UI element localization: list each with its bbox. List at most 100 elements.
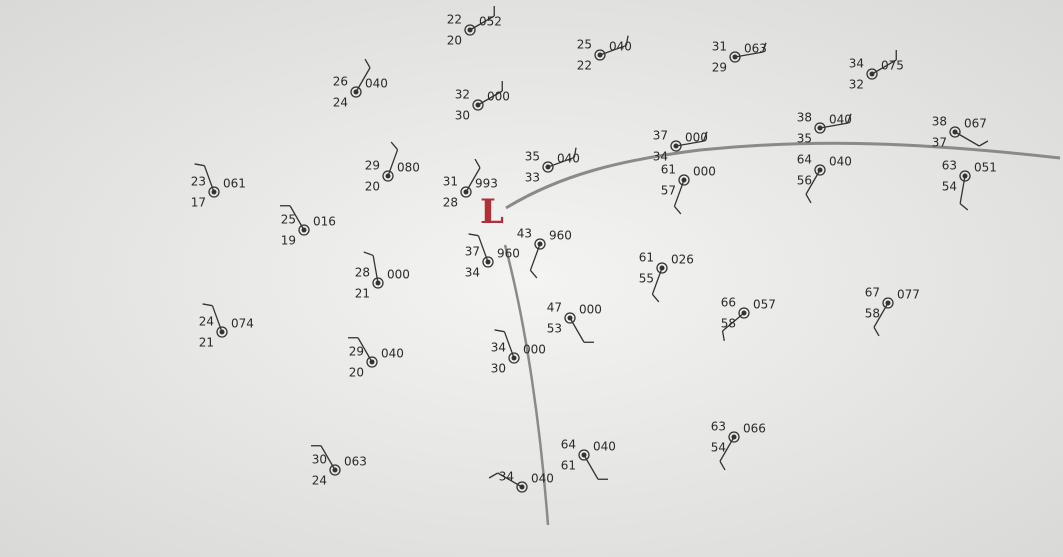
station-dot: [386, 174, 391, 179]
dew-point: 58: [721, 317, 736, 331]
temperature: 37: [653, 129, 668, 143]
pressure: 960: [497, 247, 520, 261]
temperature: 61: [639, 251, 654, 265]
station-dot: [660, 266, 665, 271]
dew-point: 56: [797, 174, 812, 188]
temperature: 23: [191, 175, 206, 189]
temperature: 61: [661, 163, 676, 177]
temperature: 63: [711, 420, 726, 434]
station-dot: [582, 453, 587, 458]
dew-point: 24: [333, 96, 348, 110]
dew-point: 58: [865, 307, 880, 321]
dew-point: 30: [455, 109, 470, 123]
pressure: 040: [531, 472, 554, 486]
pressure: 074: [231, 317, 254, 331]
temperature: 67: [865, 286, 880, 300]
low-center: L: [480, 192, 504, 232]
dew-point: 28: [443, 196, 458, 210]
dew-point: 55: [639, 272, 654, 286]
pressure: 016: [313, 215, 336, 229]
station-dot: [486, 260, 491, 265]
station-dot: [212, 190, 217, 195]
station-dot: [376, 281, 381, 286]
station-dot: [476, 103, 481, 108]
pressure: 052: [479, 15, 502, 29]
temperature: 34: [499, 470, 514, 484]
temperature: 30: [312, 453, 327, 467]
dew-point: 53: [547, 322, 562, 336]
station-dot: [370, 360, 375, 365]
dew-point: 29: [712, 61, 727, 75]
temperature: 63: [942, 159, 957, 173]
dew-point: 35: [797, 132, 812, 146]
dew-point: 37: [932, 136, 947, 150]
station-dot: [674, 144, 679, 149]
pressure: 040: [365, 77, 388, 91]
temperature: 34: [491, 341, 506, 355]
temperature: 31: [443, 175, 458, 189]
temperature: 35: [525, 150, 540, 164]
pressure: 993: [475, 177, 498, 191]
pressure: 057: [753, 298, 776, 312]
station-dot: [886, 301, 891, 306]
dew-point: 32: [849, 78, 864, 92]
station-dot: [818, 168, 823, 173]
station-dot: [742, 311, 747, 316]
station-dot: [512, 356, 517, 361]
pressure: 000: [579, 303, 602, 317]
dew-point: 54: [942, 180, 957, 194]
station-dot: [568, 316, 573, 321]
pressure: 040: [381, 347, 404, 361]
pressure: 026: [671, 253, 694, 267]
station-dot: [963, 174, 968, 179]
station-dot: [333, 468, 338, 473]
station-dot: [538, 242, 543, 247]
temperature: 25: [281, 213, 296, 227]
pressure: 040: [609, 40, 632, 54]
temperature: 24: [199, 315, 214, 329]
temperature: 32: [455, 88, 470, 102]
temperature: 28: [355, 266, 370, 280]
pressure: 080: [397, 161, 420, 175]
temperature: 29: [365, 159, 380, 173]
temperature: 38: [932, 115, 947, 129]
dew-point: 20: [365, 180, 380, 194]
pressure: 000: [387, 268, 410, 282]
station-dot: [468, 28, 473, 33]
pressure: 000: [693, 165, 716, 179]
pressure: 000: [523, 343, 546, 357]
temperature: 43: [517, 227, 532, 241]
station-dot: [818, 126, 823, 131]
station-dot: [520, 485, 525, 490]
dew-point: 33: [525, 171, 540, 185]
temperature: 38: [797, 111, 812, 125]
pressure: 067: [964, 117, 987, 131]
dew-point: 34: [465, 266, 480, 280]
dew-point: 21: [199, 336, 214, 350]
temperature: 37: [465, 245, 480, 259]
pressure: 077: [897, 288, 920, 302]
dew-point: 57: [661, 184, 676, 198]
pressure: 040: [593, 440, 616, 454]
station-dot: [302, 228, 307, 233]
station-dot: [546, 165, 551, 170]
temperature: 29: [349, 345, 364, 359]
pressure: 063: [344, 455, 367, 469]
dew-point: 22: [577, 59, 592, 73]
temperature: 25: [577, 38, 592, 52]
pressure: 051: [974, 161, 997, 175]
dew-point: 54: [711, 441, 726, 455]
pressure: 066: [743, 422, 766, 436]
pressure: 960: [549, 229, 572, 243]
station-dot: [220, 330, 225, 335]
dew-point: 24: [312, 474, 327, 488]
temperature: 22: [447, 13, 462, 27]
temperature: 66: [721, 296, 736, 310]
temperature: 64: [797, 153, 812, 167]
pressure: 040: [829, 155, 852, 169]
dew-point: 19: [281, 234, 296, 248]
dew-point: 30: [491, 362, 506, 376]
dew-point: 20: [349, 366, 364, 380]
station-dot: [598, 53, 603, 58]
dew-point: 61: [561, 459, 576, 473]
